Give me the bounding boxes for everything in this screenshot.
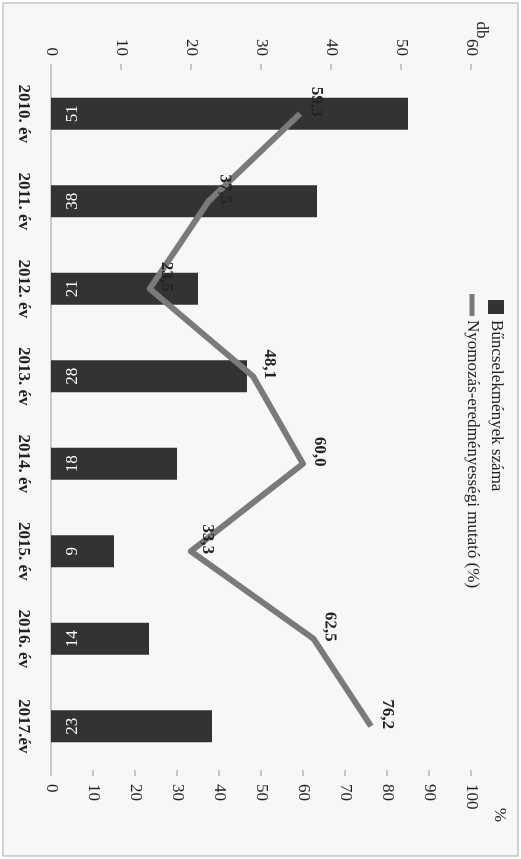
line-label: 60,0 (311, 437, 330, 467)
bar (51, 447, 177, 480)
y2-axis-label: % (491, 808, 510, 822)
y2-tick-label: 90 (421, 784, 440, 801)
y-tick-label: 50 (393, 39, 412, 56)
y2-tick-label: 10 (85, 784, 104, 801)
bar (51, 535, 114, 568)
bar (51, 622, 149, 655)
line-label: 62,5 (322, 612, 341, 642)
bar (51, 97, 408, 130)
x-tick-label: 2014. év (15, 434, 34, 493)
bar-label: 28 (62, 368, 81, 385)
y-tick-label: 60 (463, 39, 482, 56)
bar (51, 360, 247, 393)
line-label: 76,2 (379, 699, 398, 729)
line (146, 111, 374, 728)
x-tick-label: 2013. év (15, 347, 34, 406)
bar-label: 38 (62, 193, 81, 210)
y2-tick-label: 50 (253, 784, 272, 801)
legend-label: Nyomozás-eredményességi mutató (%) (464, 320, 483, 588)
bar (51, 710, 212, 743)
bar-label: 51 (62, 105, 81, 122)
y-axis-label: db (473, 22, 492, 39)
y2-tick-label: 80 (379, 784, 398, 801)
y2-tick-label: 100 (463, 784, 482, 810)
y2-tick-label: 70 (337, 784, 356, 801)
y-tick-label: 10 (113, 39, 132, 56)
y2-tick-label: 30 (169, 784, 188, 801)
bar-label: 21 (62, 280, 81, 297)
x-tick-label: 2010. év (15, 84, 34, 143)
x-tick-label: 2016. év (15, 609, 34, 668)
bar (51, 185, 317, 218)
bar-label: 14 (62, 630, 81, 648)
line-label: 48,1 (261, 349, 280, 379)
legend-swatch (488, 300, 504, 314)
y-tick-label: 30 (253, 39, 272, 56)
bar-label: 18 (62, 455, 81, 472)
y-tick-label: 0 (43, 48, 62, 57)
rotated-chart: db % 0 10 20 30 40 50 60 0 10 20 30 40 50 60 70 80 90 100… (15, 22, 510, 823)
y2-tick-label: 20 (127, 784, 146, 801)
y-tick-label: 20 (183, 39, 202, 56)
line-label: 37,5 (217, 174, 236, 204)
bar-label: 23 (62, 718, 81, 735)
x-tick-label: 2015. év (15, 522, 34, 581)
line-label: 59,3 (308, 87, 327, 117)
line-label: 33,3 (199, 524, 218, 554)
x-tick-label: 2012. év (15, 259, 34, 318)
y2-tick-label: 0 (43, 784, 62, 793)
bar-label: 9 (62, 547, 81, 556)
line-label: 23,5 (158, 262, 177, 292)
y2-tick-label: 60 (295, 784, 314, 801)
y2-tick-label: 40 (211, 784, 230, 801)
x-tick-label: 2011. év (15, 172, 34, 230)
y-tick-label: 40 (323, 39, 342, 56)
x-tick-label: 2017.év (15, 699, 34, 754)
legend-label: Bűncselekmények száma (488, 320, 507, 492)
